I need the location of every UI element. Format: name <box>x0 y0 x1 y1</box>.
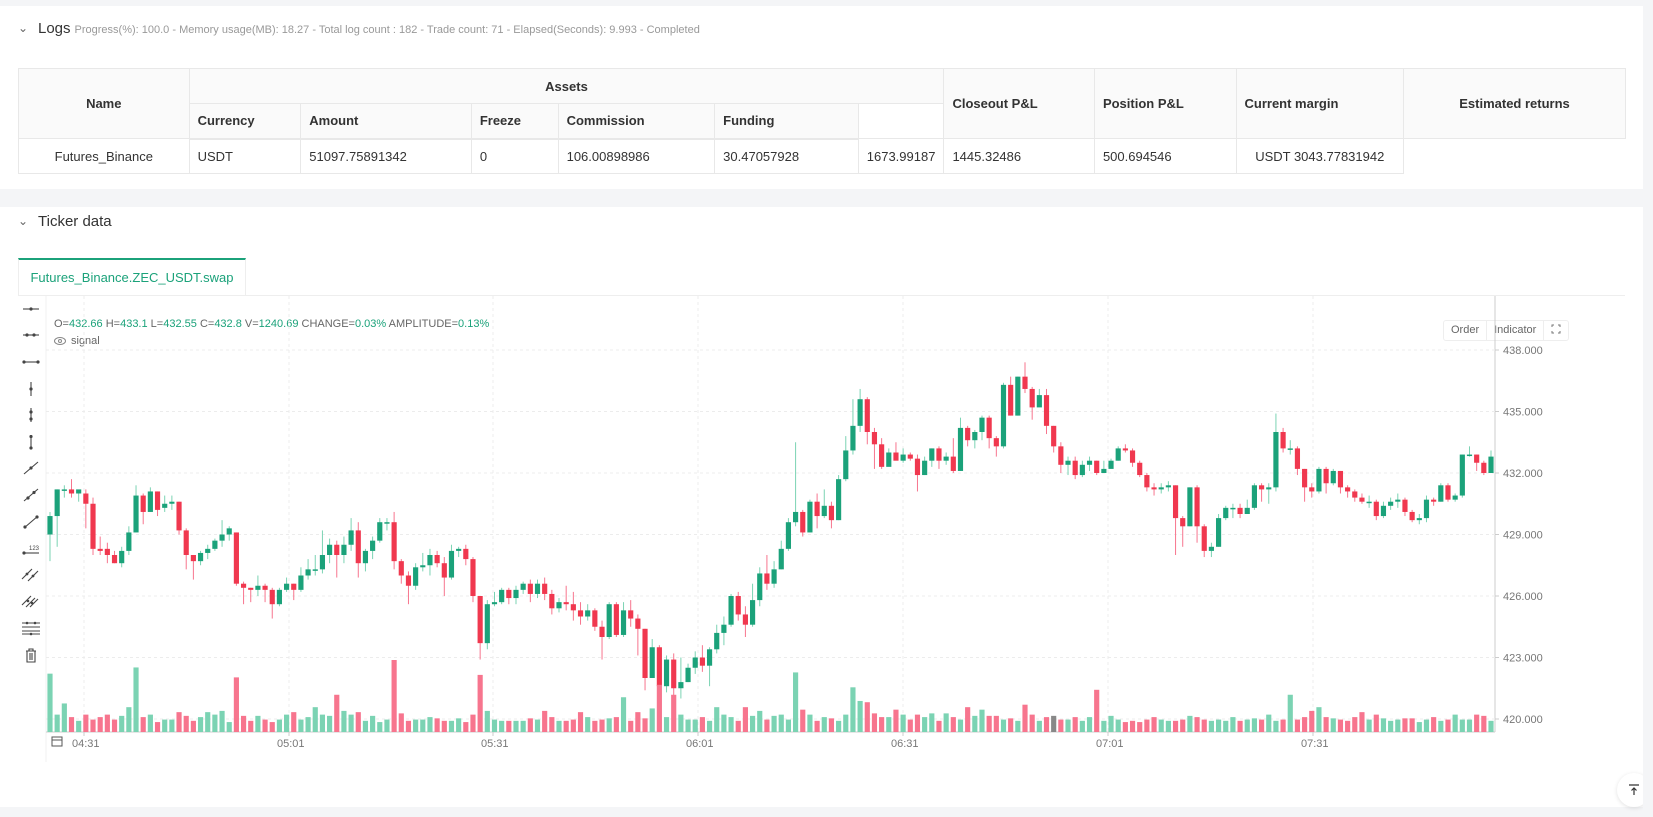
low-label: L= <box>150 318 164 330</box>
parallel-channel-tool[interactable] <box>17 562 45 589</box>
header-commission: Commission <box>557 103 716 140</box>
fibonacci-tool[interactable] <box>17 615 45 642</box>
price-label-tool[interactable]: 123 <box>17 535 45 562</box>
header-closeout-pnl: Closeout P&L <box>943 68 1095 139</box>
change-label: CHANGE= <box>301 318 356 330</box>
header-name: Name <box>18 68 190 139</box>
multi-line-icon <box>21 595 39 608</box>
trend-segment-icon <box>23 488 39 502</box>
logs-header[interactable]: ⌄ Logs Progress(%): 100.0 - Memory usage… <box>18 20 700 37</box>
trend-ray-icon <box>23 461 39 475</box>
header-estimated-returns: Estimated returns <box>1403 68 1626 139</box>
amplitude-value: 0.13% <box>458 318 490 330</box>
header-funding: Funding <box>714 103 859 140</box>
high-label: H= <box>105 318 121 330</box>
open-value: 432.66 <box>68 318 103 330</box>
trend-segment-tool[interactable] <box>17 482 45 509</box>
ticker-title: Ticker data <box>38 213 112 230</box>
trend-line-icon <box>23 514 39 529</box>
drawing-toolbar: 123 <box>17 296 45 668</box>
header-current-margin: Current margin <box>1235 68 1405 139</box>
open-label: O= <box>54 318 69 330</box>
tab-zec-usdt-swap[interactable]: Futures_Binance.ZEC_USDT.swap <box>18 258 246 295</box>
horizontal-line-icon <box>22 360 40 364</box>
order-button[interactable]: Order <box>1444 321 1488 340</box>
cell-commission: 106.00898986 <box>557 138 716 174</box>
fullscreen-button[interactable] <box>1544 321 1568 340</box>
parallel-channel-icon <box>21 568 39 582</box>
horizontal-ray-tool[interactable] <box>17 296 45 323</box>
ticker-header[interactable]: ⌄ Ticker data <box>18 213 112 230</box>
vertical-segment-icon <box>29 408 33 423</box>
volume-label: V= <box>244 318 259 330</box>
trash-icon <box>26 647 36 663</box>
cell-freeze: 0 <box>470 138 559 174</box>
assets-table: Name Assets Closeout P&L Position P&L Cu… <box>18 68 1626 174</box>
trend-line-tool[interactable] <box>17 509 45 536</box>
tab-divider <box>18 295 1625 296</box>
indicator-button[interactable]: Indicator <box>1487 321 1545 340</box>
logs-panel: ⌄ Logs Progress(%): 100.0 - Memory usage… <box>0 6 1643 189</box>
chart-button-group: Order Indicator <box>1443 320 1570 341</box>
logs-status: Progress(%): 100.0 - Memory usage(MB): 1… <box>74 24 700 36</box>
header-amount: Amount <box>300 103 472 140</box>
horizontal-segment-icon <box>23 333 39 337</box>
horizontal-ray-icon <box>23 307 39 311</box>
close-value: 432.8 <box>214 318 242 330</box>
vertical-segment-tool[interactable] <box>17 402 45 429</box>
trend-ray-tool[interactable] <box>17 456 45 483</box>
close-label: C= <box>199 318 215 330</box>
low-value: 432.55 <box>163 318 197 330</box>
cell-current-margin: 500.694546 <box>1093 138 1237 174</box>
vertical-ray-icon <box>29 381 33 396</box>
arrow-up-to-line-icon <box>1629 784 1639 795</box>
header-position-pnl: Position P&L <box>1093 68 1237 139</box>
high-value: 433.1 <box>120 318 148 330</box>
horizontal-line-tool[interactable] <box>17 349 45 376</box>
ohlc-legend: O=432.66 H=433.1 L=432.55 C=432.8 V=1240… <box>54 318 489 330</box>
table-row: Futures_Binance USDT 51097.75891342 0 10… <box>18 138 1626 174</box>
vertical-line-icon <box>29 434 33 450</box>
price-label-icon: 123 <box>22 546 40 555</box>
volume-value: 1240.69 <box>258 318 299 330</box>
amplitude-label: AMPLITUDE= <box>388 318 459 330</box>
cell-closeout-pnl: 1673.99187 <box>857 138 945 174</box>
ticker-panel: ⌄ Ticker data Futures_Binance.ZEC_USDT.s… <box>0 207 1643 807</box>
horizontal-segment-tool[interactable] <box>17 323 45 350</box>
fibonacci-icon <box>22 621 40 636</box>
header-currency: Currency <box>188 103 302 140</box>
vertical-line-tool[interactable] <box>17 429 45 456</box>
cell-name: Futures_Binance <box>18 138 190 174</box>
header-assets: Assets <box>188 68 945 104</box>
cell-funding: 30.47057928 <box>714 138 859 174</box>
header-freeze: Freeze <box>470 103 559 140</box>
trash-tool[interactable] <box>17 642 45 669</box>
signal-label: signal <box>71 335 100 347</box>
change-value: 0.03% <box>355 318 387 330</box>
cell-currency: USDT <box>188 138 302 174</box>
chevron-down-icon[interactable]: ⌄ <box>18 214 29 228</box>
cell-amount: 51097.75891342 <box>300 138 472 174</box>
signal-indicator[interactable]: signal <box>54 335 100 347</box>
vertical-ray-tool[interactable] <box>17 376 45 403</box>
multi-line-tool[interactable] <box>17 589 45 616</box>
cell-estimated-returns: USDT 3043.77831942 <box>1235 138 1405 174</box>
svg-text:123: 123 <box>29 546 40 552</box>
eye-icon[interactable] <box>54 337 66 345</box>
logs-title: Logs <box>38 20 71 37</box>
page-scroll-gutter <box>1643 0 1653 817</box>
chevron-down-icon[interactable]: ⌄ <box>18 21 29 35</box>
cell-position-pnl: 1445.32486 <box>943 138 1095 174</box>
fullscreen-icon <box>1551 324 1561 334</box>
